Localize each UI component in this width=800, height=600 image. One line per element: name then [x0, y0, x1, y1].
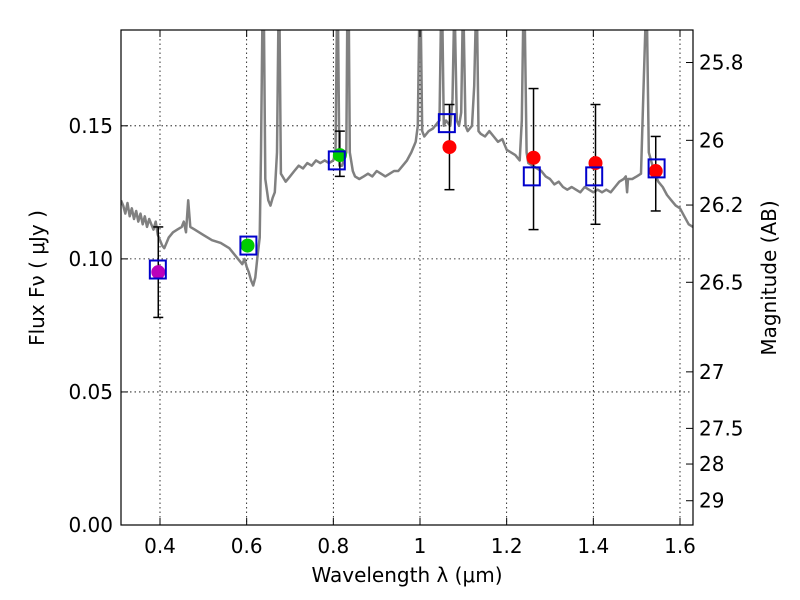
- right-tick-label: 25.8: [699, 51, 744, 75]
- plot-frame: [120, 29, 694, 526]
- measurement-point: [526, 150, 541, 165]
- y-tick-label: 0.05: [68, 380, 113, 404]
- x-tick-label: 1.4: [577, 534, 609, 558]
- spectrum-line: [121, 30, 693, 287]
- y-tick-label: 0.00: [68, 513, 113, 537]
- y-axis: 0.00 0.05 0.10 0.15: [68, 114, 128, 537]
- right-axis-label: Magnitude (AB): [757, 200, 781, 355]
- x-tick-label: 0.4: [144, 534, 176, 558]
- right-tick-label: 26.5: [699, 270, 744, 294]
- x-tick-label: 1.6: [664, 534, 696, 558]
- model-square: [585, 166, 604, 187]
- right-tick-label: 27: [699, 360, 724, 384]
- right-tick-label: 27.5: [699, 416, 744, 440]
- x-tick-label: 0.8: [317, 534, 349, 558]
- model-square: [148, 259, 167, 280]
- x-axis: 0.4 0.6 0.8 1 1.2 1.4 1.6: [144, 30, 696, 558]
- right-tick-label: 28: [699, 452, 724, 476]
- measurement-point: [240, 238, 255, 253]
- model-square: [327, 150, 346, 171]
- x-tick-label: 1: [414, 534, 427, 558]
- plot-area: [121, 30, 693, 319]
- y-tick-label: 0.10: [68, 247, 113, 271]
- model-square: [239, 235, 258, 256]
- x-tick-label: 0.6: [231, 534, 263, 558]
- measurement-point: [648, 164, 663, 179]
- model-square: [522, 166, 541, 187]
- measurement-point: [151, 265, 166, 280]
- model-square: [437, 113, 456, 134]
- model-square: [647, 158, 666, 179]
- right-tick-label: 29: [699, 489, 724, 513]
- grid: [121, 30, 693, 525]
- y-tick-label: 0.15: [68, 114, 113, 138]
- right-axis: 25.8 26 26.2 26.5 27 27.5 28 29: [686, 51, 744, 513]
- right-tick-label: 26.2: [699, 193, 744, 217]
- measurement-point: [442, 140, 457, 155]
- right-tick-label: 26: [699, 128, 724, 152]
- y-axis-label: Flux Fν ( μJy ): [25, 210, 49, 346]
- x-tick-label: 1.2: [491, 534, 523, 558]
- x-axis-label: Wavelength λ (μm): [311, 563, 502, 587]
